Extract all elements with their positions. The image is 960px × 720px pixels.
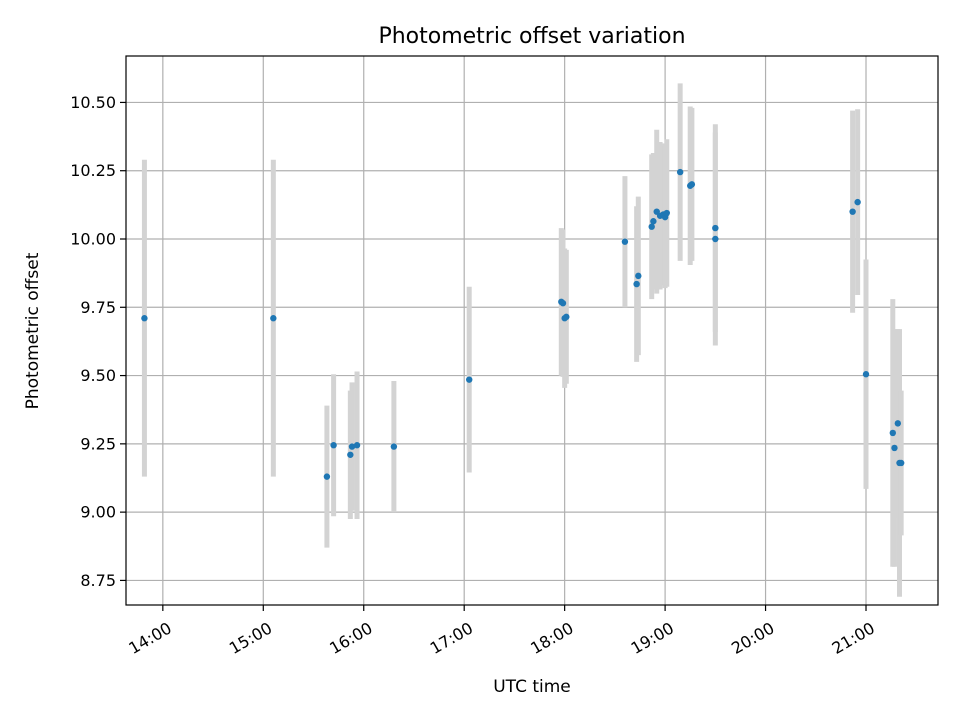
grid: [126, 56, 938, 605]
data-point: [712, 224, 719, 232]
y-tick-label: 10.25: [70, 161, 116, 180]
data-point: [270, 315, 277, 322]
y-tick-label: 10.00: [70, 230, 116, 249]
data-point: [648, 223, 655, 230]
y-tick-label: 9.00: [80, 503, 116, 522]
data-point: [348, 443, 356, 450]
data-points: [141, 168, 905, 480]
data-point: [330, 442, 337, 449]
data-point: [563, 313, 570, 321]
data-point: [894, 420, 902, 427]
y-tick-label: 9.25: [80, 434, 116, 453]
y-tick-label: 9.75: [80, 298, 116, 317]
data-point: [323, 473, 331, 480]
data-point: [889, 429, 896, 437]
data-point: [663, 209, 670, 217]
y-tick-label: 9.50: [80, 366, 116, 385]
y-tick-label: 8.75: [80, 571, 116, 590]
data-point: [849, 208, 856, 215]
data-point: [891, 444, 898, 452]
data-point: [712, 235, 719, 243]
data-point: [141, 315, 148, 322]
data-point: [466, 376, 473, 383]
data-point: [676, 168, 684, 176]
y-tick-label: 10.50: [70, 93, 116, 112]
data-point: [390, 443, 398, 450]
data-point: [854, 198, 861, 206]
plot-frame: [125, 55, 939, 606]
data-point: [635, 272, 642, 280]
data-point: [353, 442, 361, 449]
data-point: [633, 280, 640, 288]
chart-title: Photometric offset variation: [378, 24, 685, 49]
data-point: [621, 238, 629, 245]
data-point: [862, 371, 870, 378]
data-point: [897, 459, 905, 467]
data-point: [347, 451, 354, 458]
data-point: [650, 218, 657, 225]
data-point: [559, 299, 567, 307]
x-axis-label: UTC time: [493, 677, 571, 697]
y-axis-label: Photometric offset: [23, 252, 43, 409]
data-point: [688, 181, 696, 188]
